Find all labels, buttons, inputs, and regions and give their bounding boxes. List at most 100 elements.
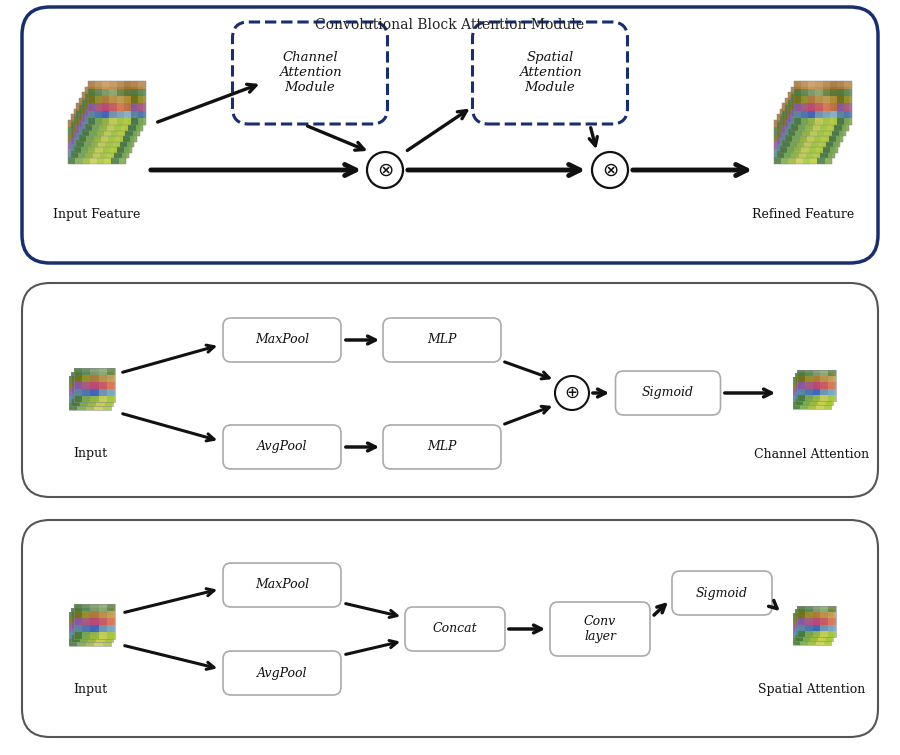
- Bar: [810, 157, 817, 164]
- Bar: [118, 107, 125, 115]
- Bar: [839, 115, 846, 122]
- Bar: [83, 134, 90, 142]
- Bar: [121, 87, 129, 94]
- Bar: [779, 138, 787, 146]
- Bar: [795, 609, 833, 641]
- Bar: [791, 129, 798, 137]
- Bar: [844, 119, 851, 125]
- Bar: [127, 125, 134, 133]
- Bar: [827, 116, 834, 124]
- Bar: [88, 116, 95, 124]
- Bar: [120, 119, 127, 125]
- Bar: [779, 124, 787, 131]
- Bar: [831, 146, 838, 153]
- Bar: [82, 93, 89, 100]
- Bar: [71, 399, 80, 406]
- Bar: [139, 111, 146, 119]
- Bar: [88, 109, 95, 116]
- Bar: [119, 134, 126, 142]
- Bar: [781, 142, 788, 149]
- Bar: [826, 380, 833, 386]
- Bar: [88, 393, 96, 399]
- Bar: [133, 100, 140, 107]
- Bar: [777, 115, 835, 159]
- Bar: [824, 613, 832, 620]
- FancyBboxPatch shape: [672, 571, 772, 615]
- Bar: [131, 111, 139, 119]
- Bar: [810, 107, 817, 115]
- Bar: [69, 376, 77, 383]
- Bar: [77, 639, 86, 646]
- Bar: [113, 87, 121, 94]
- Bar: [102, 89, 110, 96]
- Bar: [806, 129, 813, 137]
- Bar: [118, 122, 125, 129]
- Bar: [106, 87, 113, 94]
- Bar: [781, 120, 788, 128]
- Bar: [800, 620, 808, 626]
- Bar: [798, 116, 806, 124]
- Bar: [842, 116, 849, 124]
- Bar: [828, 612, 835, 618]
- Bar: [820, 109, 827, 116]
- Bar: [793, 396, 800, 402]
- Bar: [795, 393, 803, 399]
- Bar: [79, 120, 86, 128]
- Bar: [822, 112, 829, 120]
- Bar: [810, 115, 817, 122]
- Bar: [788, 142, 796, 149]
- Bar: [828, 151, 835, 159]
- Bar: [797, 395, 805, 401]
- Bar: [806, 151, 813, 159]
- Bar: [103, 619, 111, 626]
- Bar: [96, 399, 104, 406]
- Bar: [103, 116, 110, 124]
- Bar: [806, 109, 813, 116]
- Bar: [122, 115, 129, 122]
- Bar: [807, 134, 815, 142]
- Bar: [103, 612, 111, 619]
- Bar: [828, 129, 835, 137]
- Bar: [77, 383, 86, 390]
- Bar: [78, 115, 86, 122]
- Bar: [112, 111, 120, 119]
- Bar: [810, 393, 818, 399]
- Bar: [808, 626, 815, 632]
- Bar: [87, 96, 94, 103]
- Bar: [107, 368, 115, 375]
- Bar: [108, 120, 115, 128]
- Bar: [791, 144, 798, 151]
- Bar: [801, 138, 808, 146]
- Bar: [808, 96, 815, 103]
- Bar: [104, 100, 111, 107]
- Bar: [107, 382, 115, 389]
- Bar: [819, 111, 826, 119]
- Bar: [95, 116, 103, 124]
- Bar: [94, 89, 102, 96]
- Bar: [813, 124, 820, 131]
- Bar: [837, 119, 844, 125]
- Bar: [814, 128, 822, 134]
- Bar: [808, 138, 815, 146]
- Bar: [114, 137, 122, 144]
- Bar: [795, 380, 803, 386]
- Bar: [810, 374, 818, 380]
- Bar: [830, 119, 837, 125]
- Bar: [781, 157, 788, 164]
- Bar: [813, 151, 820, 159]
- Bar: [103, 376, 111, 383]
- Bar: [796, 119, 805, 125]
- Bar: [94, 376, 103, 383]
- Bar: [800, 632, 808, 639]
- Bar: [101, 134, 108, 142]
- Bar: [124, 82, 131, 89]
- Bar: [810, 120, 817, 128]
- Bar: [96, 115, 104, 122]
- Bar: [101, 98, 108, 106]
- Bar: [824, 396, 832, 402]
- Bar: [817, 149, 824, 157]
- Bar: [74, 604, 82, 611]
- Bar: [828, 376, 835, 382]
- Bar: [104, 93, 111, 100]
- Bar: [810, 635, 818, 641]
